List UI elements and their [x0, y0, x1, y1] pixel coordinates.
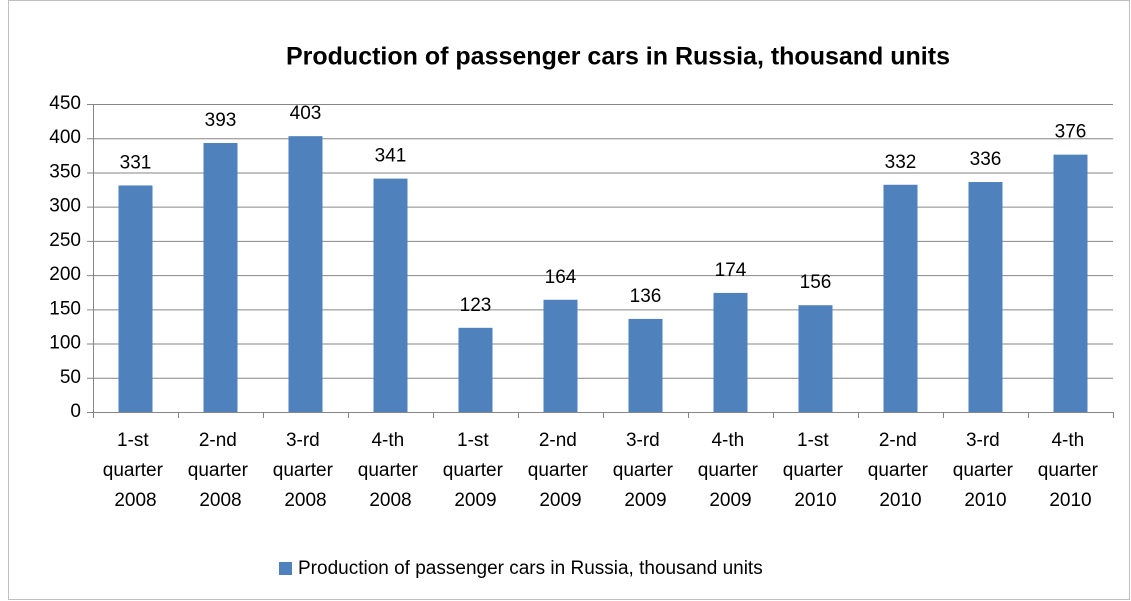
x-tick-line: 3-rd	[626, 430, 665, 451]
x-tick-line: 2-nd	[879, 430, 922, 451]
chart-title: Production of passenger cars in Russia, …	[286, 43, 950, 71]
bar	[713, 292, 748, 412]
x-tick-label: 4-th quarter 2008	[358, 430, 423, 511]
x-tick-line: 2008	[369, 490, 411, 511]
x-tick-line: quarter	[273, 460, 338, 481]
x-tick-line: quarter	[1038, 460, 1103, 481]
bar	[543, 299, 578, 412]
data-label: 376	[1055, 122, 1087, 143]
x-tick-line: 4-th	[371, 430, 409, 451]
x-tick-line: quarter	[443, 460, 508, 481]
x-tick-line: quarter	[358, 460, 423, 481]
x-tick-line: 2008	[284, 490, 326, 511]
x-tick-label: 1-st quarter 2009	[443, 430, 508, 511]
y-tick-label: 150	[49, 298, 81, 319]
x-tick-line: 2009	[539, 490, 581, 511]
x-tick-line: quarter	[613, 460, 678, 481]
x-tick-label: 4-th quarter 2009	[698, 430, 763, 511]
x-tick-label: 3-rd quarter 2008	[273, 430, 338, 511]
x-tick-line: 1-st	[117, 430, 154, 451]
legend-label: Production of passenger cars in Russia, …	[298, 558, 763, 579]
x-tick-line: 3-rd	[966, 430, 1005, 451]
bar	[798, 305, 833, 412]
bar	[968, 182, 1003, 412]
x-tick-line: 2-nd	[199, 430, 242, 451]
x-tick-line: 2008	[114, 490, 156, 511]
x-tick-line: quarter	[103, 460, 168, 481]
data-label: 123	[460, 295, 492, 316]
bar	[118, 185, 153, 412]
bar	[373, 178, 408, 412]
y-tick-label: 200	[49, 264, 81, 285]
x-tick-line: 2009	[454, 490, 496, 511]
bar	[628, 318, 663, 412]
bar	[1053, 154, 1088, 412]
x-tick-line: 2-nd	[539, 430, 582, 451]
x-tick-label: 1-st quarter 2008	[103, 430, 168, 511]
y-tick-label: 0	[70, 401, 81, 422]
x-tick-line: 2010	[1049, 490, 1091, 511]
x-tick-line: 1-st	[457, 430, 494, 451]
data-label: 331	[120, 152, 152, 173]
data-label: 403	[290, 103, 322, 124]
x-tick-line: 4-th	[1051, 430, 1089, 451]
x-tick-line: 1-st	[797, 430, 834, 451]
legend-swatch	[279, 562, 292, 575]
x-tick-line: 2010	[879, 490, 921, 511]
x-tick-line: 2010	[964, 490, 1006, 511]
bar	[203, 143, 238, 412]
data-label: 174	[715, 260, 747, 281]
x-tick-label: 3-rd quarter 2010	[953, 430, 1018, 511]
y-tick-label: 100	[49, 333, 81, 354]
x-tick-line: quarter	[868, 460, 933, 481]
y-tick-label: 350	[49, 161, 81, 182]
y-tick-label: 250	[49, 230, 81, 251]
y-tick-label: 450	[49, 93, 81, 114]
data-label: 393	[205, 110, 237, 131]
x-tick-label: 1-st quarter 2010	[783, 430, 848, 511]
data-label: 164	[545, 267, 577, 288]
x-tick-label: 4-th quarter 2010	[1038, 430, 1103, 511]
x-tick-line: quarter	[698, 460, 763, 481]
y-tick-label: 400	[49, 127, 81, 148]
x-tick-label: 2-nd quarter 2009	[528, 430, 593, 511]
data-label: 341	[375, 146, 407, 167]
x-tick-line: quarter	[953, 460, 1018, 481]
y-tick-label: 50	[60, 367, 81, 388]
x-tick-line: quarter	[783, 460, 848, 481]
x-tick-line: quarter	[188, 460, 253, 481]
data-label: 332	[885, 152, 917, 173]
x-tick-line: 2009	[709, 490, 751, 511]
bar	[883, 184, 918, 412]
y-tick-label: 300	[49, 196, 81, 217]
x-tick-line: 3-rd	[286, 430, 325, 451]
x-tick-label: 3-rd quarter 2009	[613, 430, 678, 511]
data-label: 156	[800, 272, 832, 293]
x-tick-line: 4-th	[711, 430, 749, 451]
x-tick-line: quarter	[528, 460, 593, 481]
x-tick-line: 2010	[794, 490, 836, 511]
data-label: 136	[630, 286, 662, 307]
data-label: 336	[970, 149, 1002, 170]
x-tick-label: 2-nd quarter 2008	[188, 430, 253, 511]
x-tick-label: 2-nd quarter 2010	[868, 430, 933, 511]
bar	[288, 136, 323, 412]
bar	[458, 327, 493, 412]
x-tick-line: 2009	[624, 490, 666, 511]
x-tick-line: 2008	[199, 490, 241, 511]
